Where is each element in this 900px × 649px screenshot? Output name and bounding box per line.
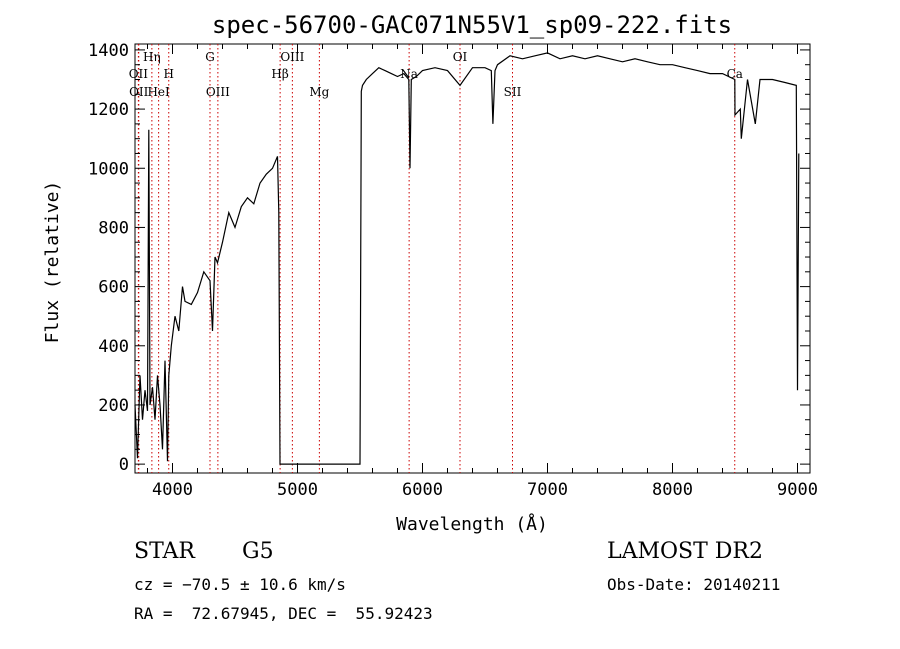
reference-line-label: Hη: [143, 50, 161, 64]
x-axis-label: Wavelength (Å): [396, 513, 548, 535]
reference-line-labels: OII OII Hη HeI H G OIII Hβ OIII Mg Na OI SII Ca: [129, 50, 743, 99]
spectrum-series-line: [134, 52, 800, 465]
object-class: STAR: [134, 539, 195, 564]
reference-line-label: OII: [129, 67, 149, 81]
redshift-velocity: cz = −70.5 ± 10.6 km/s: [134, 575, 346, 594]
reference-line-label: SII: [504, 85, 522, 99]
x-tick-label: 5000: [277, 480, 318, 500]
y-tick-label: 1000: [88, 159, 129, 179]
x-tick-label: 7000: [527, 480, 568, 500]
reference-line-label: Hβ: [271, 67, 288, 81]
y-tick-label: 400: [98, 337, 129, 357]
y-tick-label: 1400: [88, 41, 129, 61]
reference-lines: [137, 44, 736, 473]
y-tick-label: 800: [98, 218, 129, 238]
y-axis-label: Flux (relative): [42, 181, 63, 344]
reference-line-label: H: [164, 67, 174, 81]
x-tick-label: 6000: [402, 480, 443, 500]
chart-title: spec-56700-GAC071N55V1_sp09-222.fits: [212, 11, 732, 39]
reference-line-label: Ca: [727, 67, 743, 81]
coordinates: RA = 72.67945, DEC = 55.92423: [134, 604, 433, 623]
survey-name: LAMOST DR2: [607, 539, 763, 564]
y-tick-label: 200: [98, 396, 129, 416]
reference-line-label: G: [205, 50, 215, 64]
reference-line-label: OIII: [206, 85, 230, 99]
object-subclass: G5: [242, 539, 274, 564]
reference-line-label: Mg: [309, 85, 329, 99]
y-tick-label: 0: [119, 455, 129, 475]
axis-ticks: 4000 5000 6000 7000 8000 9000 0 200 400 600 800 100…: [88, 41, 818, 500]
x-tick-label: 9000: [777, 480, 818, 500]
observation-date: Obs-Date: 20140211: [607, 575, 781, 594]
y-tick-label: 600: [98, 278, 129, 298]
x-tick-label: 8000: [652, 480, 693, 500]
y-tick-label: 1200: [88, 100, 129, 120]
reference-line-label: Na: [400, 67, 418, 81]
plot-frame: [134, 43, 811, 474]
reference-line-label: HeI: [147, 85, 170, 99]
reference-line-label: OIII: [280, 50, 304, 64]
reference-line-label: OI: [453, 50, 468, 64]
x-tick-label: 4000: [152, 480, 193, 500]
reference-line-label: OII: [129, 85, 149, 99]
